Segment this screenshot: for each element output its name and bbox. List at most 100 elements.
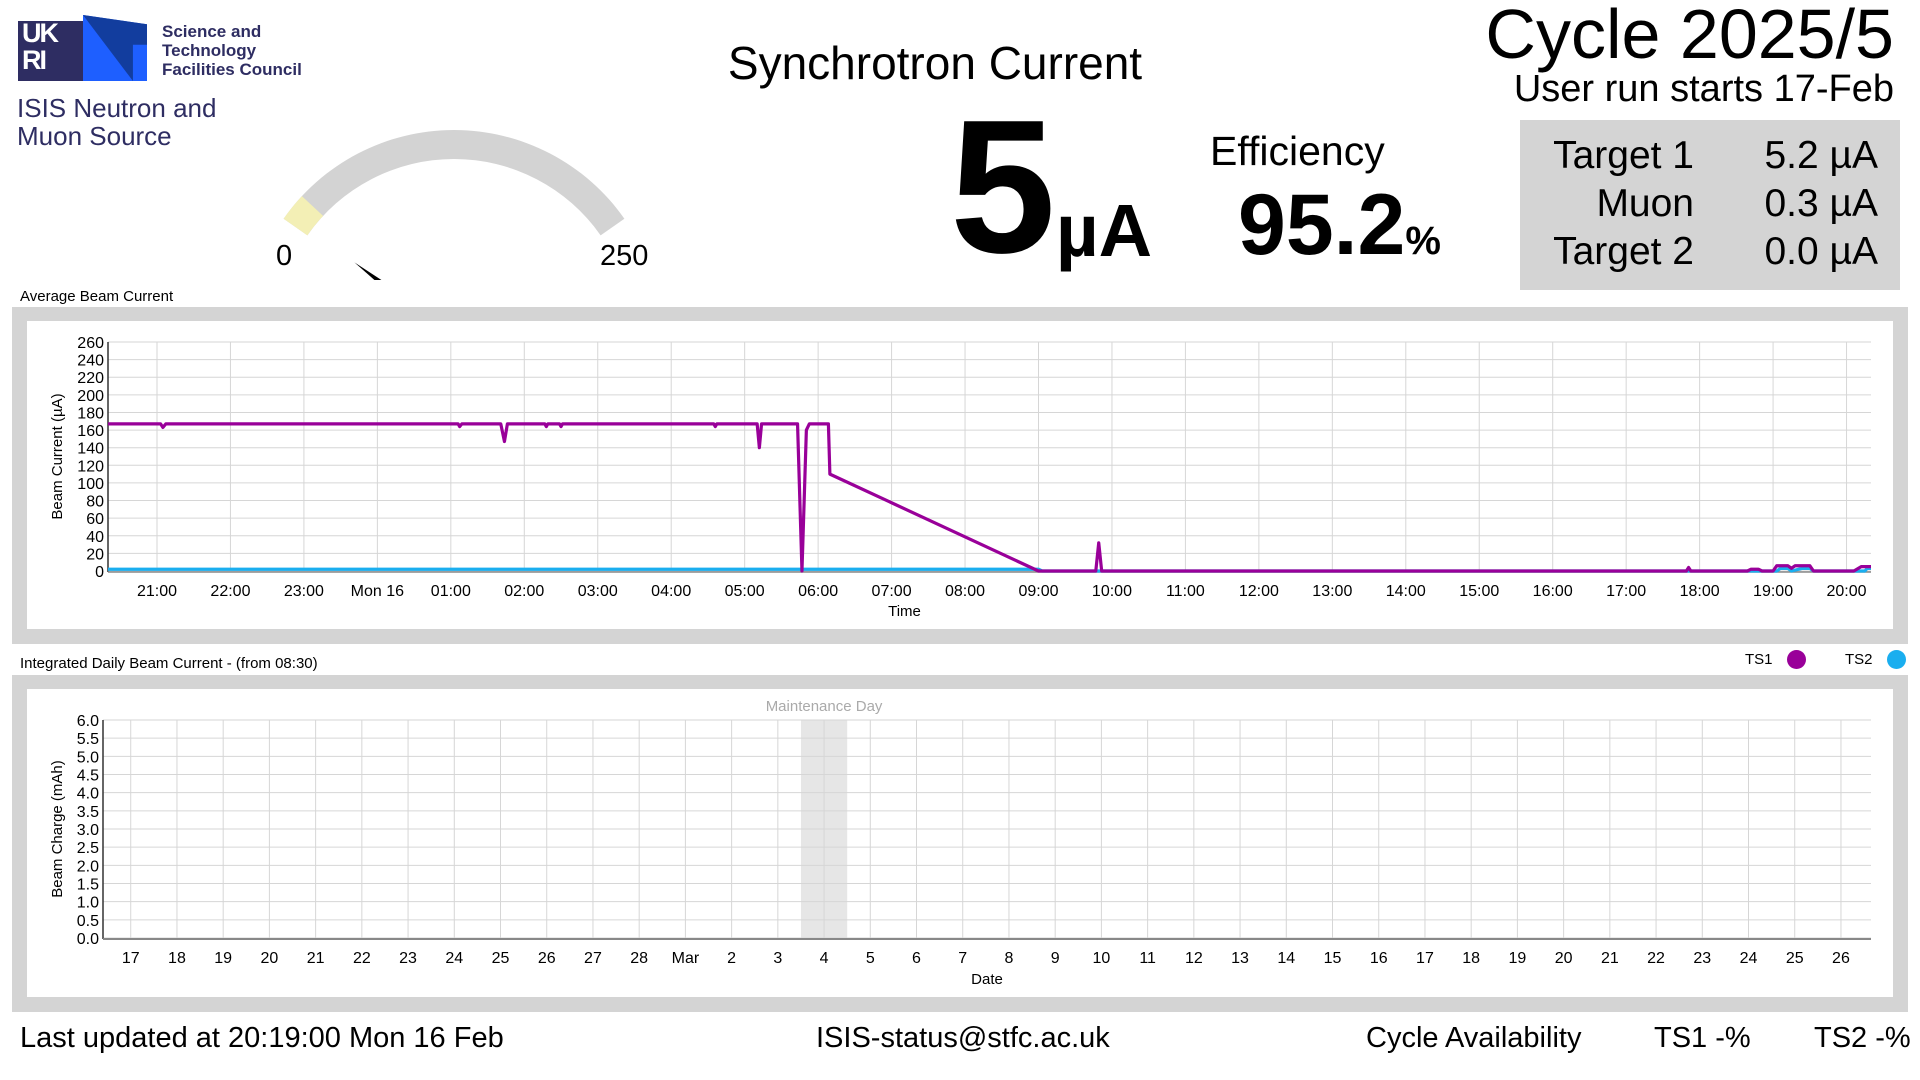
current-unit: µA: [1056, 189, 1153, 272]
x-tick-label: 06:00: [798, 583, 838, 600]
y-tick-label: 1.5: [77, 877, 99, 894]
x-tick-label: 20: [261, 950, 279, 967]
x-tick-label: 19:00: [1753, 583, 1793, 600]
y-tick-label: 20: [86, 546, 104, 563]
stfc-name: Science and Technology Facilities Counci…: [162, 22, 302, 79]
x-tick-label: 23: [1693, 950, 1711, 967]
y-tick-label: 260: [77, 335, 104, 352]
x-tick-label: 11:00: [1166, 583, 1205, 600]
efficiency-unit: %: [1405, 219, 1441, 263]
x-tick-label: 22: [1647, 950, 1665, 967]
y-tick-label: 0.5: [77, 913, 99, 930]
x-tick-label: 18: [168, 950, 186, 967]
x-tick-label: 12: [1185, 950, 1203, 967]
page-title: Synchrotron Current: [727, 37, 1143, 89]
x-tick-label: 15: [1324, 950, 1342, 967]
y-tick-label: 80: [86, 494, 104, 511]
x-tick-label: 21: [1601, 950, 1619, 967]
x-tick-label: 24: [445, 950, 463, 967]
x-tick-label: 22:00: [210, 583, 250, 600]
x-tick-label: 07:00: [872, 583, 912, 600]
x-tick-label: 02:00: [504, 583, 544, 600]
gauge-min-label: 0: [276, 240, 293, 272]
legend-label: TS2: [1845, 651, 1873, 668]
x-tick-label: 18: [1462, 950, 1480, 967]
y-tick-label: 1.0: [77, 895, 99, 912]
efficiency-value: 95.2%: [1238, 180, 1441, 286]
y-axis-title: Beam Charge (mAh): [49, 760, 66, 898]
x-tick-label: 21:00: [137, 583, 177, 600]
x-tick-label: 18:00: [1680, 583, 1720, 600]
x-tick-label: 17:00: [1606, 583, 1646, 600]
target-name: Target 2: [1553, 230, 1694, 273]
y-tick-label: 6.0: [77, 713, 99, 730]
x-tick-label: 05:00: [725, 583, 765, 600]
y-tick-label: 5.5: [77, 731, 99, 748]
target-name: Muon: [1596, 182, 1694, 225]
legend-ts2: TS2: [1845, 650, 1906, 669]
x-tick-label: 26: [1832, 950, 1850, 967]
efficiency-number: 95.2: [1238, 177, 1406, 273]
target-value: 0.3 µA: [1764, 182, 1878, 225]
legend-ts1: TS1: [1745, 650, 1806, 669]
x-tick-label: 2: [727, 950, 736, 967]
x-tick-label: 24: [1740, 950, 1758, 967]
gauge-max-label: 250: [600, 240, 649, 272]
stfc-line: Facilities Council: [162, 60, 302, 79]
isis-line: Muon Source: [17, 121, 172, 151]
series-ts1-line: [108, 422, 1871, 573]
x-tick-label: 20: [1555, 950, 1573, 967]
ukri-logo-letters: UK RI: [22, 18, 59, 75]
x-tick-label: 10:00: [1092, 583, 1132, 600]
user-run-label: User run starts 17-Feb: [1513, 68, 1894, 110]
x-tick-label: 3: [773, 950, 782, 967]
gauge-low-band: [283, 196, 324, 236]
x-tick-label: 13:00: [1312, 583, 1352, 600]
current-value: 5: [950, 81, 1056, 293]
x-axis-title: Time: [888, 603, 921, 620]
y-tick-label: 3.5: [77, 804, 99, 821]
x-tick-label: 27: [584, 950, 602, 967]
x-tick-label: 25: [1786, 950, 1804, 967]
target-row: Target 1 5.2 µA: [1544, 132, 1878, 180]
x-tick-label: 14:00: [1386, 583, 1426, 600]
x-tick-label: 25: [492, 950, 510, 967]
x-axis-title: Date: [971, 971, 1003, 988]
y-tick-label: 160: [77, 423, 104, 440]
y-tick-label: 60: [86, 511, 104, 528]
x-tick-label: 19: [214, 950, 232, 967]
x-tick-label: 08:00: [945, 583, 985, 600]
x-tick-label: 6: [912, 950, 921, 967]
contact-email[interactable]: ISIS-status@stfc.ac.uk: [816, 1022, 1110, 1054]
last-updated: Last updated at 20:19:00 Mon 16 Feb: [20, 1022, 504, 1054]
gauge-track: [283, 129, 625, 236]
x-tick-label: 7: [958, 950, 967, 967]
ts2-availability: TS2 -%: [1814, 1022, 1911, 1054]
y-tick-label: 220: [77, 370, 104, 387]
y-tick-label: 100: [77, 476, 104, 493]
x-tick-label: 23:00: [284, 583, 324, 600]
efficiency-label: Efficiency: [1210, 128, 1385, 174]
stfc-line: Science and: [162, 22, 262, 41]
x-tick-label: 17: [122, 950, 140, 967]
x-tick-label: 09:00: [1018, 583, 1058, 600]
average-beam-current-title: Average Beam Current: [20, 288, 174, 305]
y-tick-label: 2.0: [77, 858, 99, 875]
cycle-label: Cycle 2025/5: [1485, 0, 1894, 73]
cycle-availability-label: Cycle Availability: [1366, 1022, 1582, 1054]
current-gauge: [283, 129, 625, 280]
average-beam-current-panel: [12, 307, 1908, 644]
y-tick-label: 2.5: [77, 840, 99, 857]
legend-label: TS1: [1745, 651, 1773, 668]
stfc-line: Technology: [162, 41, 257, 60]
y-axis-title: Beam Current (µA): [49, 393, 66, 519]
x-tick-label: 22: [353, 950, 371, 967]
isis-name: ISIS Neutron and Muon Source: [17, 94, 216, 150]
targets-panel: Target 1 5.2 µA Muon 0.3 µA Target 2 0.0 µA: [1520, 120, 1900, 290]
x-tick-label: 04:00: [651, 583, 691, 600]
x-tick-label: Mon 16: [351, 583, 404, 600]
y-tick-label: 40: [86, 529, 104, 546]
target-row: Target 2 0.0 µA: [1544, 228, 1878, 276]
